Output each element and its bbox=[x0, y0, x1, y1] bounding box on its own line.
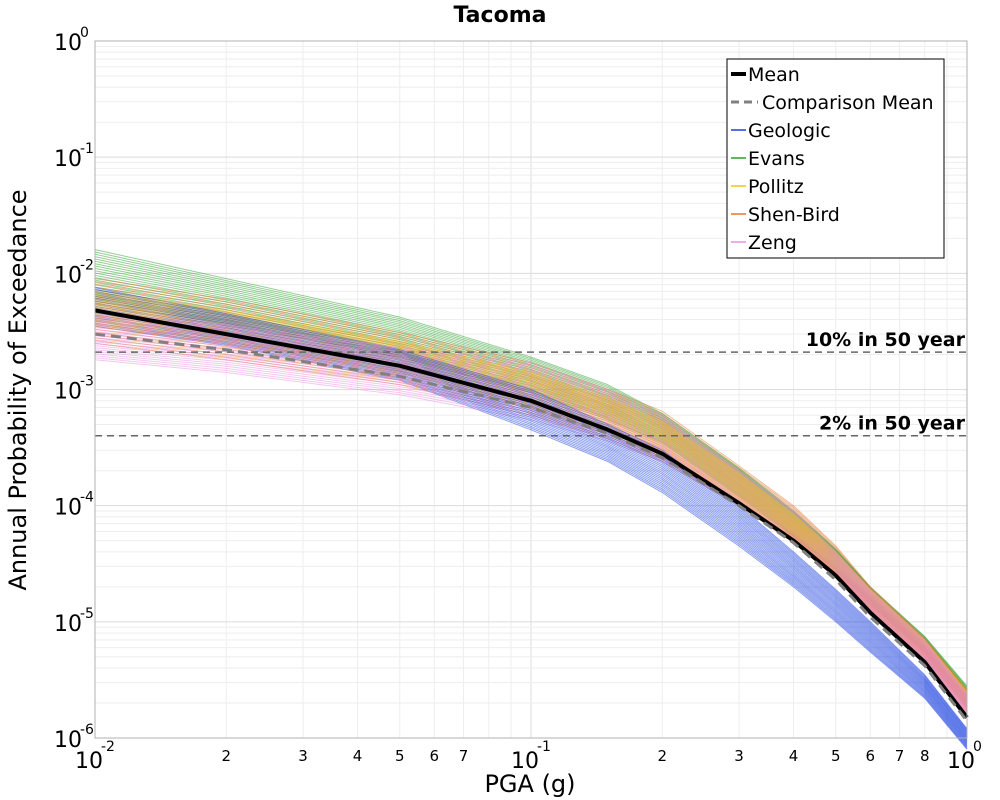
legend-entry-label: Comparison Mean bbox=[762, 92, 934, 114]
y-tick-label: 10 bbox=[54, 263, 82, 288]
x-minor-tick-label: 4 bbox=[789, 747, 799, 765]
x-minor-tick-label: 2 bbox=[221, 747, 231, 765]
series-curve-zeng bbox=[94, 349, 968, 713]
series-curve-geologic bbox=[94, 294, 968, 733]
series-curve-zeng bbox=[94, 313, 968, 695]
y-tick-exponent: 0 bbox=[80, 25, 89, 41]
x-minor-tick-label: 5 bbox=[831, 747, 841, 765]
series-curve-shen-bird bbox=[94, 278, 968, 691]
x-minor-tick-label: 7 bbox=[895, 747, 905, 765]
series-curve-geologic bbox=[94, 304, 968, 739]
y-tick-exponent: -1 bbox=[80, 141, 94, 157]
y-tick-exponent: -3 bbox=[80, 374, 94, 390]
x-minor-tick-label: 3 bbox=[734, 747, 744, 765]
y-tick-label: 10 bbox=[54, 612, 82, 637]
x-minor-tick-label: 6 bbox=[866, 747, 876, 765]
y-tick-exponent: -6 bbox=[80, 722, 94, 738]
series-curve-zeng bbox=[94, 345, 968, 711]
mean-curves bbox=[94, 308, 969, 722]
reference-line-label: 10% in 50 year bbox=[806, 329, 966, 351]
legend-entry-label: Pollitz bbox=[748, 176, 804, 198]
series-curve-zeng bbox=[94, 347, 968, 712]
series-curve-geologic bbox=[94, 317, 968, 746]
x-minor-tick-label: 3 bbox=[298, 747, 308, 765]
y-tick-exponent: -4 bbox=[80, 490, 94, 506]
legend-entry-label: Geologic bbox=[748, 120, 831, 142]
x-minor-tick-label: 4 bbox=[353, 747, 363, 765]
x-axis-label: PGA (g) bbox=[484, 770, 575, 798]
y-tick-label: 10 bbox=[54, 147, 82, 172]
x-tick-label: 10 bbox=[511, 749, 539, 774]
series-curve-geologic bbox=[94, 312, 968, 743]
y-tick-exponent: -2 bbox=[80, 257, 94, 273]
series-curve-geologic bbox=[94, 314, 968, 744]
x-tick-label: 10 bbox=[947, 749, 975, 774]
series-curve-zeng bbox=[94, 315, 968, 696]
y-tick-label: 10 bbox=[54, 31, 82, 56]
reference-line-label: 2% in 50 year bbox=[819, 413, 966, 435]
legend-box bbox=[726, 58, 945, 259]
x-minor-tick-label: 7 bbox=[459, 747, 469, 765]
y-tick-exponent: -5 bbox=[80, 606, 94, 622]
legend-entry-label: Mean bbox=[748, 64, 800, 86]
plot-area-frame bbox=[94, 40, 968, 739]
y-axis-label: Annual Probability of Exceedance bbox=[4, 189, 32, 590]
series-curve-zeng bbox=[94, 343, 968, 710]
legend-entry-label: Shen-Bird bbox=[748, 204, 840, 226]
y-tick-label: 10 bbox=[54, 496, 82, 521]
x-tick-exponent: 0 bbox=[973, 739, 982, 755]
x-minor-tick-label: 5 bbox=[395, 747, 405, 765]
x-minor-tick-label: 2 bbox=[657, 747, 667, 765]
x-tick-exponent: -1 bbox=[537, 739, 551, 755]
series-curve-zeng bbox=[94, 317, 968, 697]
y-tick-label: 10 bbox=[54, 728, 82, 753]
comparison-mean-line bbox=[94, 332, 969, 722]
series-curve-geologic bbox=[94, 299, 968, 736]
chart-title: Tacoma bbox=[454, 3, 547, 28]
legend: Mean Comparison Mean Geologic Evans Pollitz S… bbox=[726, 58, 945, 259]
legend-entry-label: Evans bbox=[748, 148, 805, 170]
x-minor-tick-label: 6 bbox=[430, 747, 440, 765]
legend-entry-label: Zeng bbox=[748, 232, 797, 254]
x-tick-exponent: -2 bbox=[101, 739, 115, 755]
x-tick-label: 10 bbox=[75, 749, 103, 774]
y-tick-label: 10 bbox=[54, 380, 82, 405]
mean-line bbox=[94, 308, 969, 719]
x-minor-tick-label: 8 bbox=[920, 747, 930, 765]
